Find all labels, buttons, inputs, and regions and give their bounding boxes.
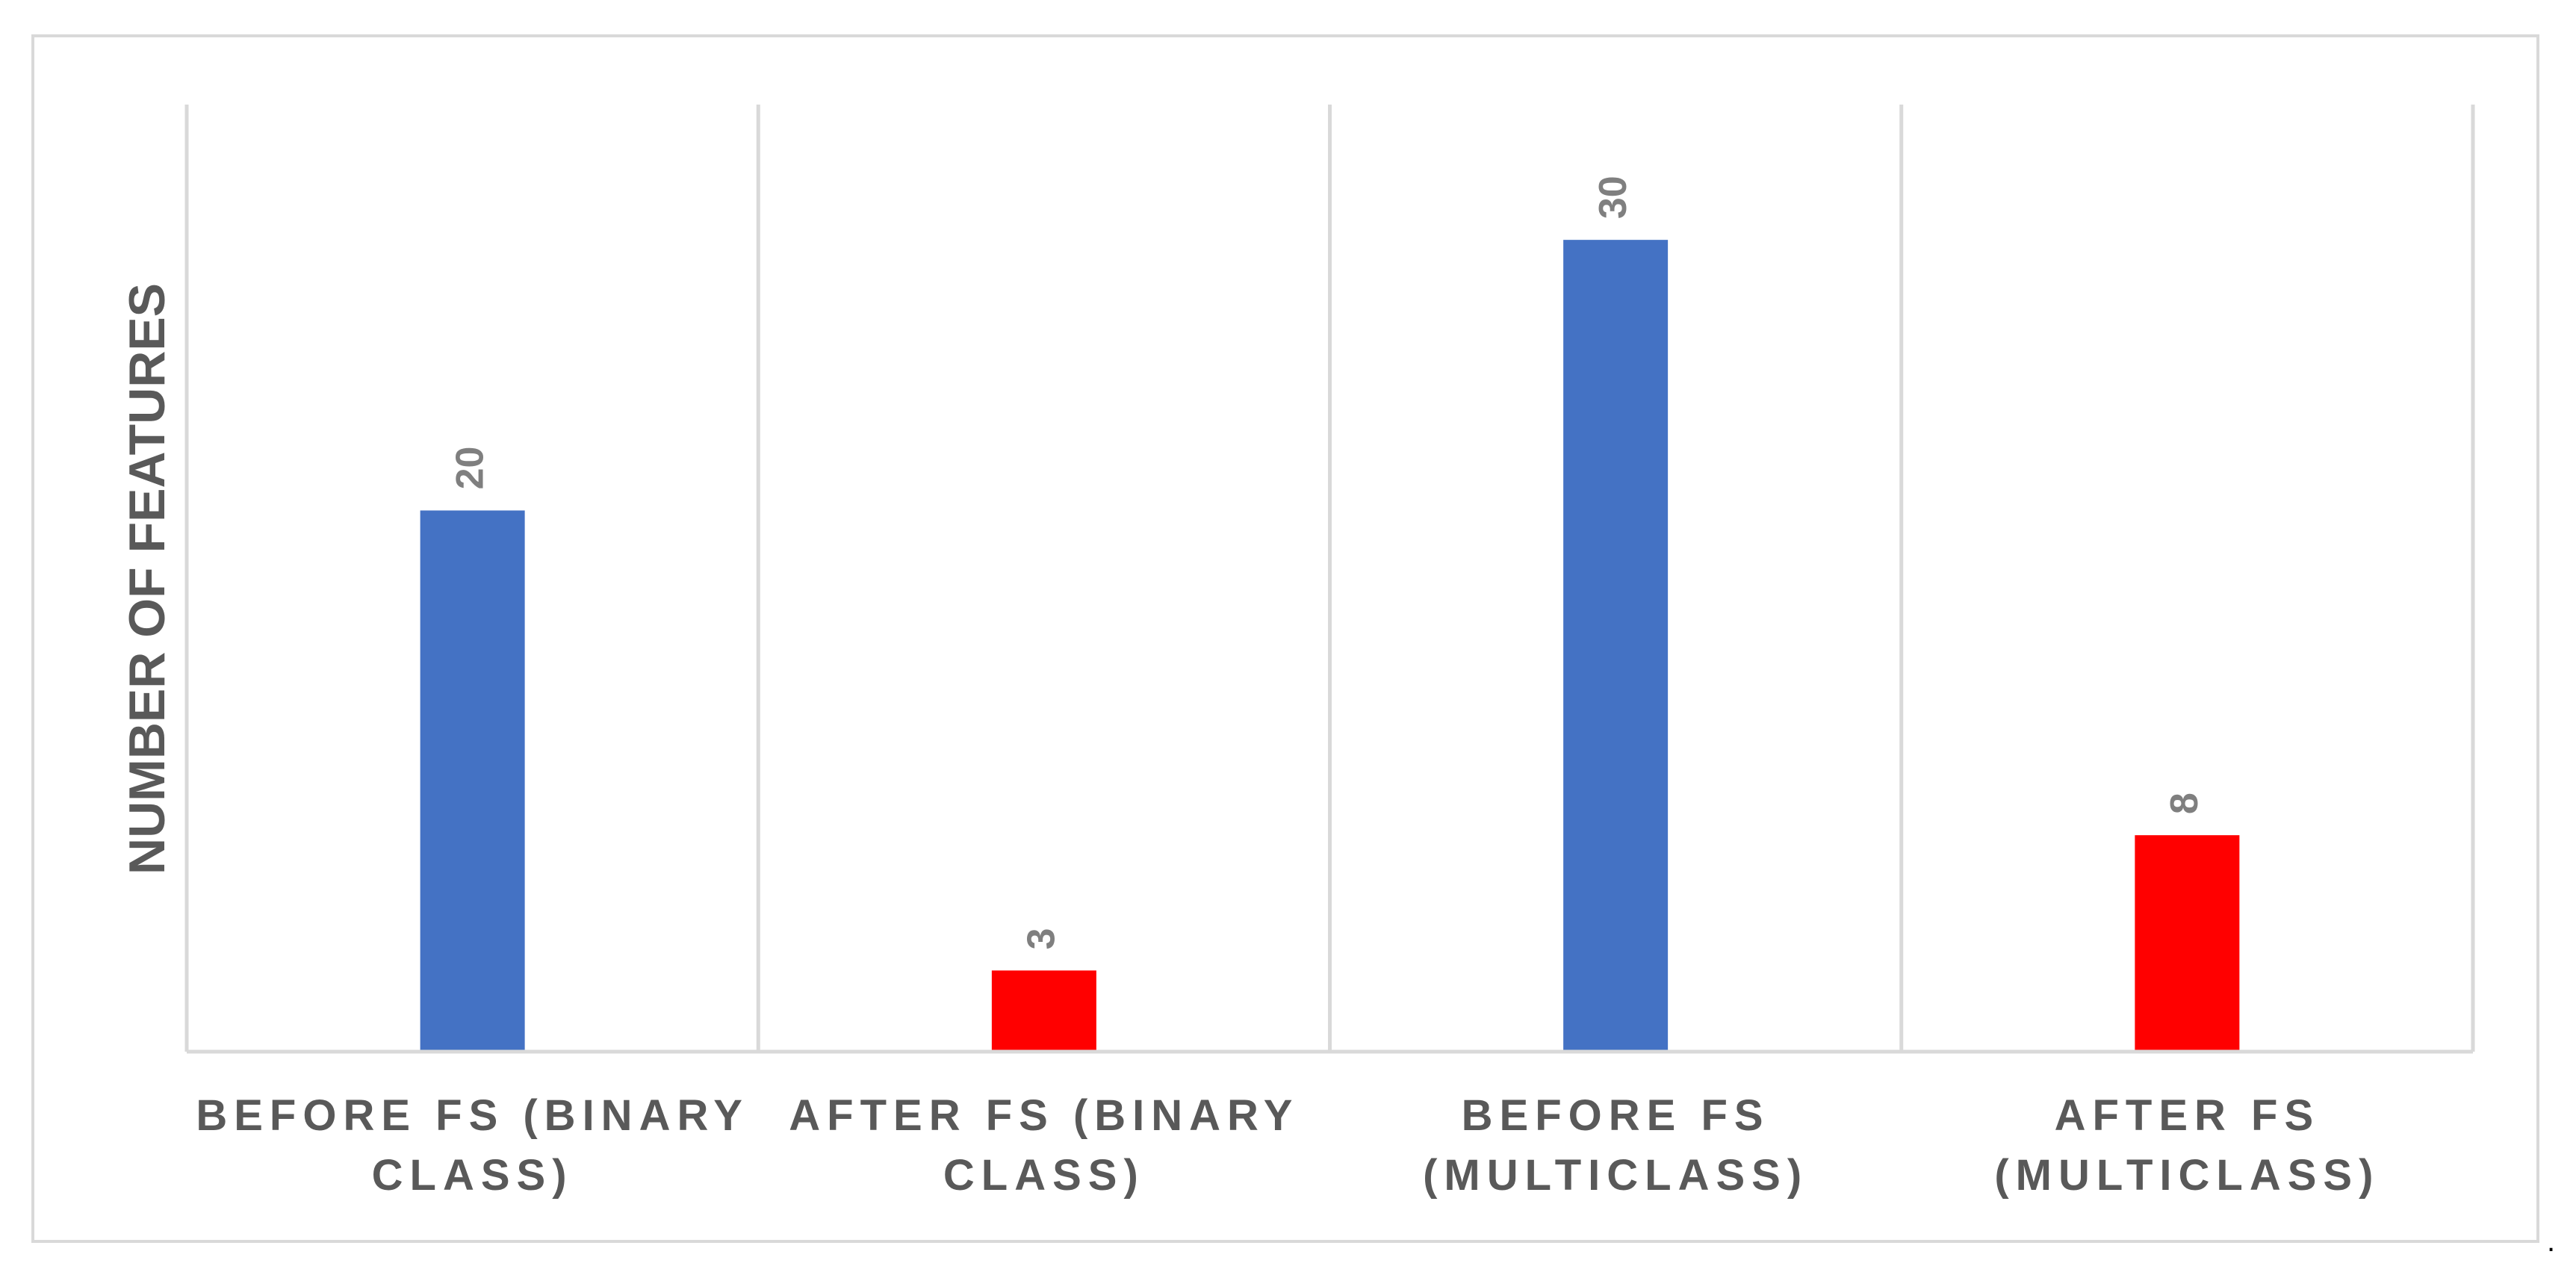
bar: [991, 970, 1096, 1052]
data-label: 20: [448, 447, 491, 490]
bar: [420, 510, 525, 1052]
category-label: CLASS): [943, 1151, 1145, 1200]
data-label: 3: [1020, 928, 1064, 949]
data-labels: 20 3 30 8: [448, 176, 2206, 949]
category-label: (MULTICLASS): [1994, 1151, 2380, 1200]
data-label: 30: [1592, 176, 1635, 219]
bar: [1563, 240, 1669, 1052]
category-label: (MULTICLASS): [1423, 1151, 1808, 1200]
category-label: BEFORE FS: [1462, 1091, 1770, 1140]
bar: [2135, 835, 2240, 1052]
trailing-period: .: [2547, 1225, 2556, 1258]
y-axis-title: NUMBER OF FEATURES: [119, 283, 176, 875]
category-label: BEFORE FS (BINARY: [196, 1091, 749, 1140]
category-labels: BEFORE FS (BINARY CLASS) AFTER FS (BINARY C…: [196, 1091, 2380, 1200]
grid-lines: [184, 105, 2475, 1052]
bars: [420, 240, 2240, 1052]
category-label: AFTER FS: [2055, 1091, 2321, 1140]
data-label: 8: [2163, 792, 2206, 814]
category-label: AFTER FS (BINARY: [789, 1091, 1299, 1140]
category-label: CLASS): [372, 1151, 574, 1200]
